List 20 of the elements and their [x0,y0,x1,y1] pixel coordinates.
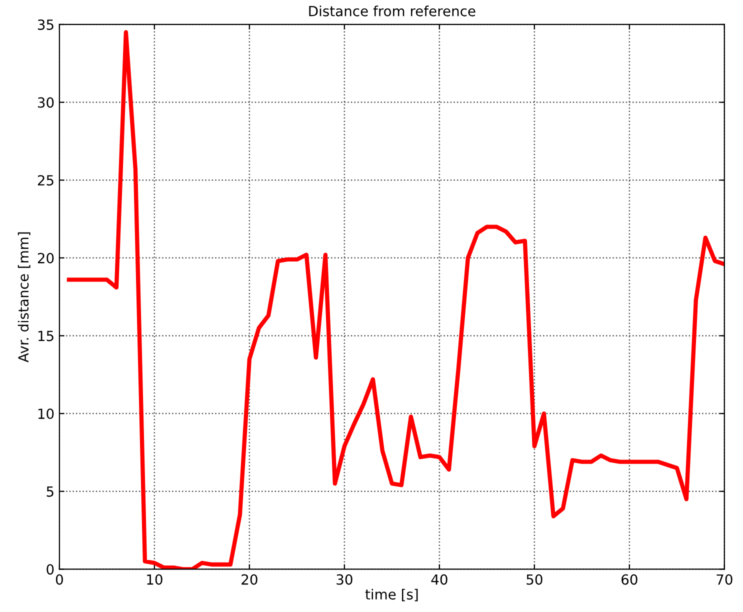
y-tick-label: 30 [38,97,54,108]
y-tick-label: 15 [38,330,54,342]
x-tick-label: 60 [622,574,638,585]
line-series [66,30,724,570]
y-tick-label: 20 [38,252,54,264]
x-axis-title: time [s] [365,588,418,602]
y-tick-label: 0 [46,564,54,575]
x-tick-label: 0 [56,574,63,585]
y-tick-label: 35 [38,19,54,30]
y-tick-label: 25 [38,175,54,186]
x-tick-label: 10 [147,574,162,585]
x-tick-label: 70 [716,574,732,585]
x-tick-label: 20 [242,574,258,585]
x-tick-label: 50 [526,574,542,585]
y-tick-label: 5 [46,486,54,497]
chart-title: Distance from reference [309,6,476,16]
x-tick-label: 30 [336,574,352,585]
y-axis-title: Avr. distance [mm] [18,232,30,362]
y-tick-label: 10 [38,408,54,420]
x-tick-label: 40 [431,574,448,585]
